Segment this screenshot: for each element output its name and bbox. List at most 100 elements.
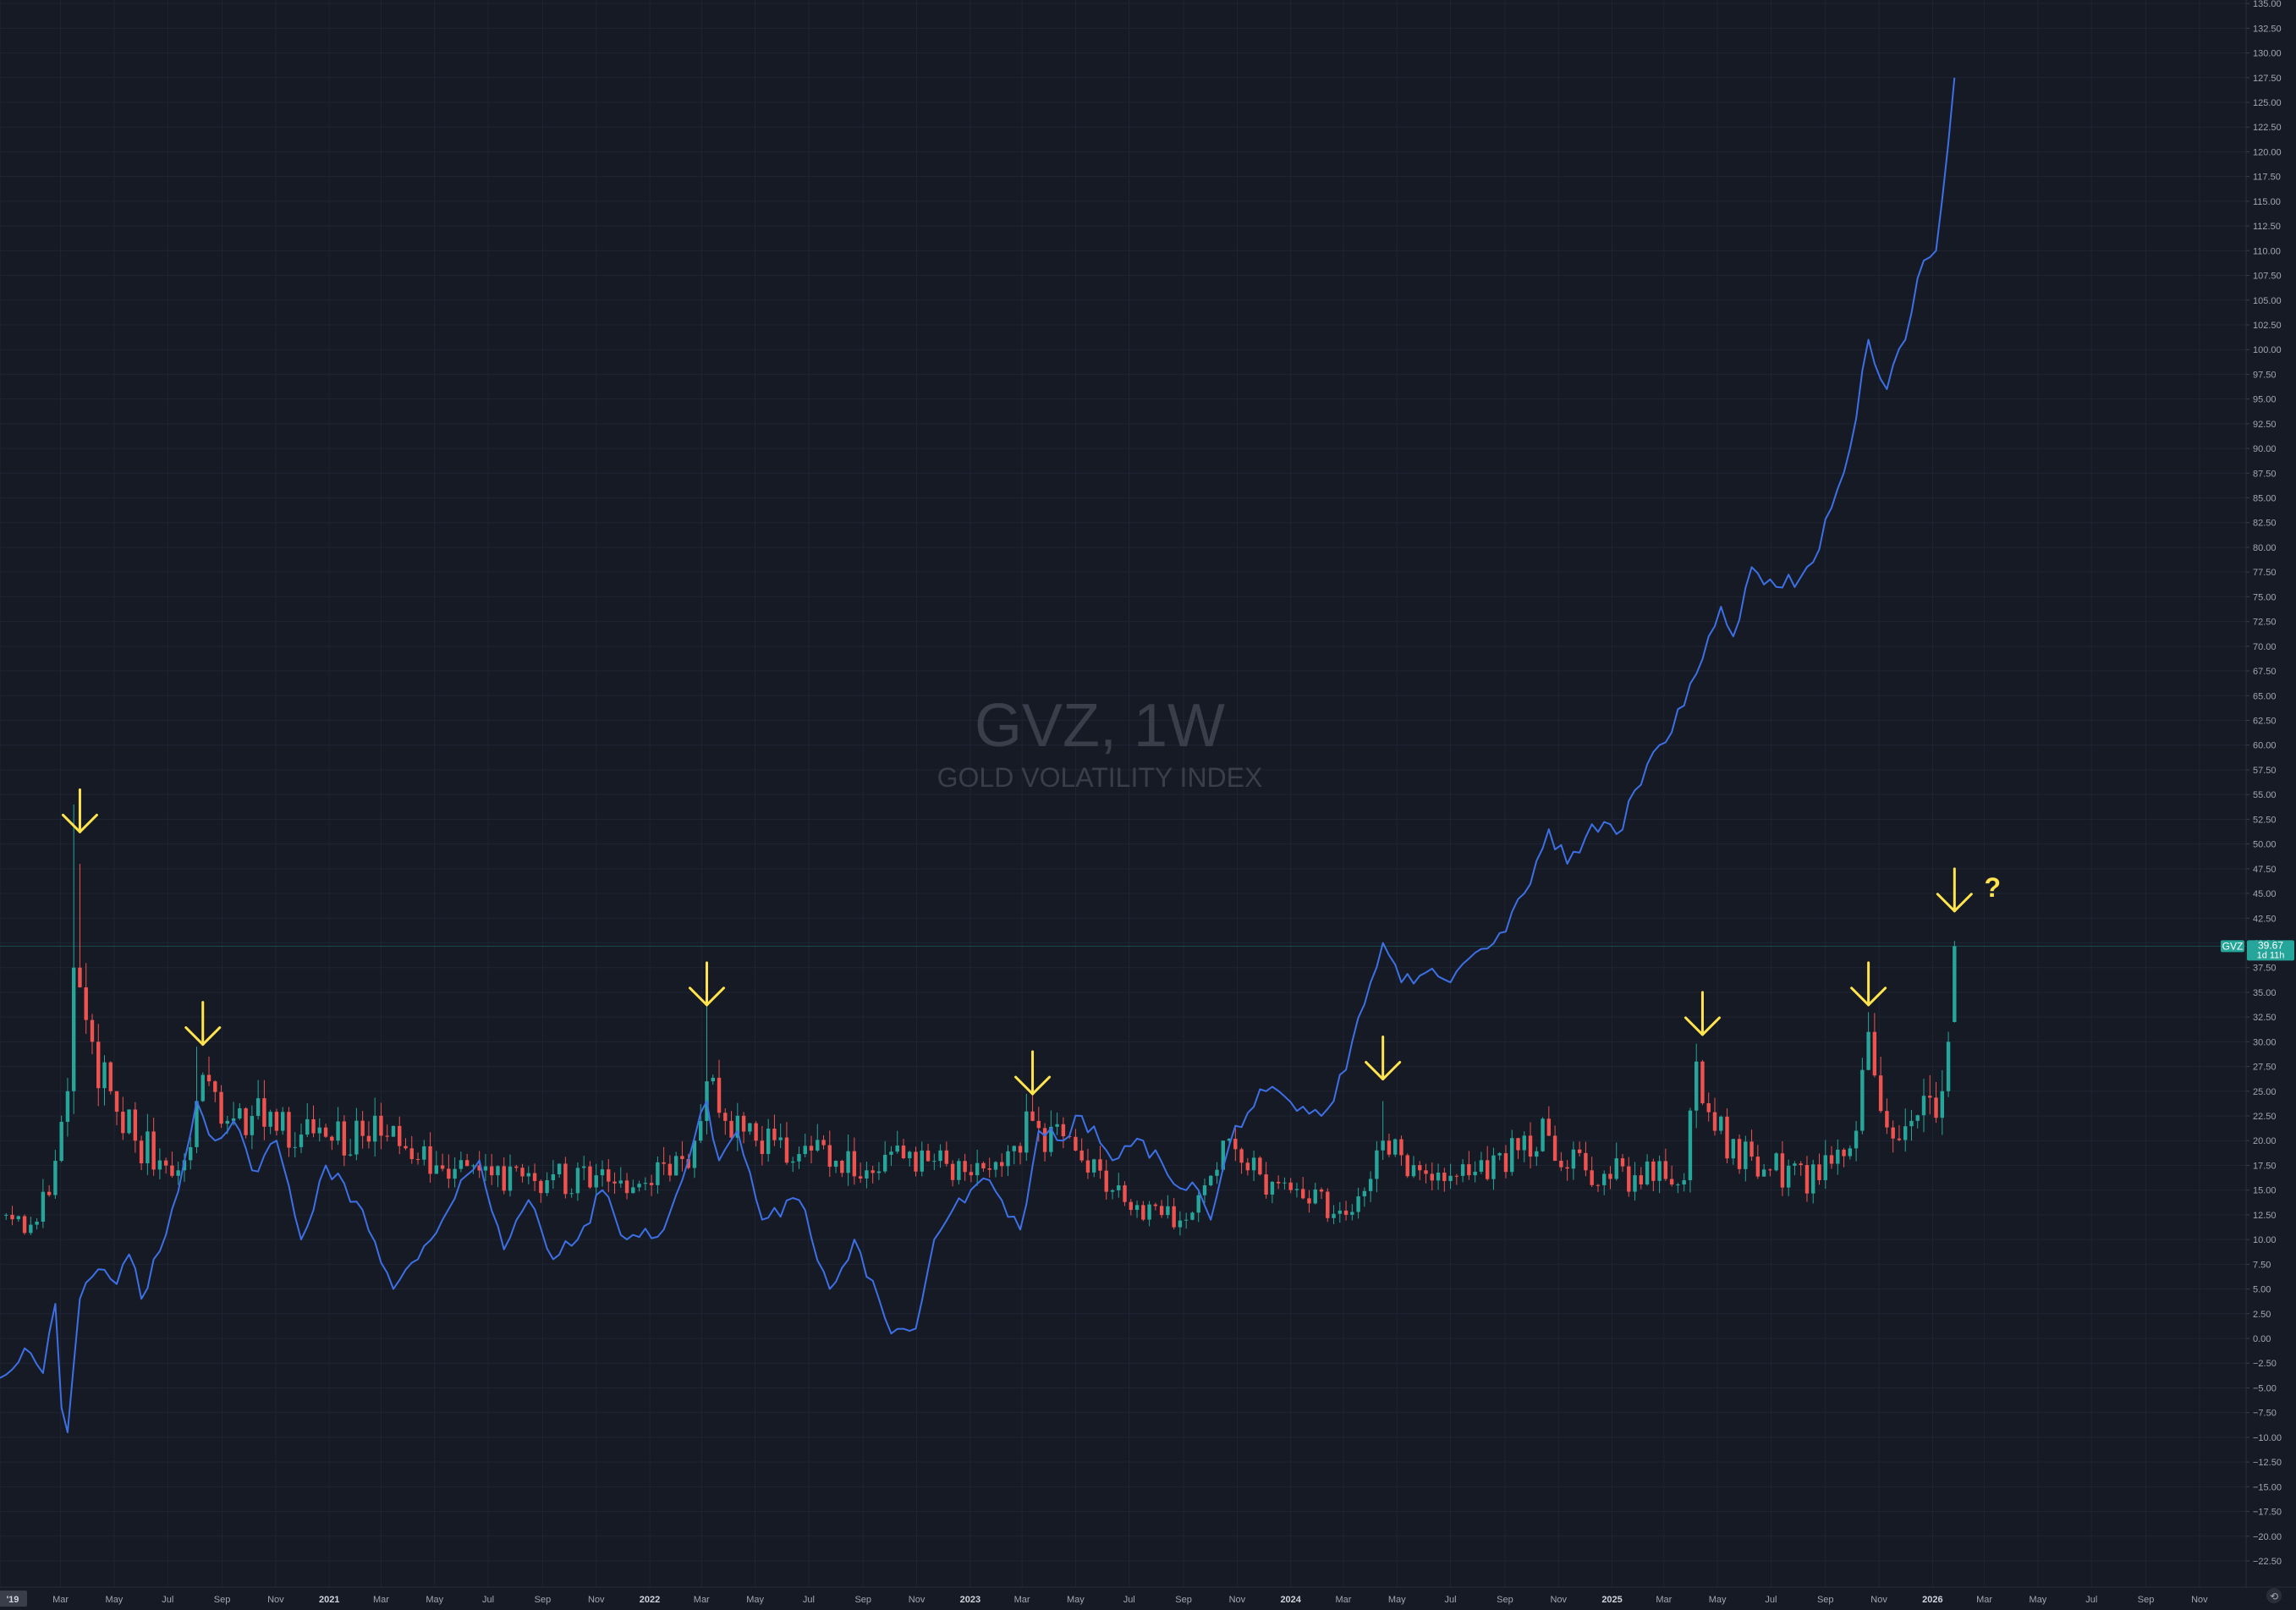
candle-body <box>213 1081 217 1092</box>
candle-body <box>1799 1163 1803 1166</box>
candle <box>618 1167 623 1189</box>
candle <box>323 1124 328 1139</box>
candle <box>16 1215 20 1223</box>
candle-body <box>1258 1157 1262 1175</box>
price-axis[interactable]: 135.00 132.50 130.00 127.50 125.00 122.50 120.… <box>2245 0 2296 1610</box>
candle-body <box>797 1154 801 1162</box>
candle <box>385 1124 389 1142</box>
time-axis[interactable]: '19 Mar May Jul Sep Nov 2021 Mar May Jul Sep Nov 202… <box>0 1586 2296 1610</box>
candle <box>1749 1129 1754 1162</box>
candle <box>1921 1078 1926 1133</box>
candle <box>1479 1151 1484 1174</box>
candle-body <box>354 1120 359 1155</box>
candle <box>502 1157 506 1195</box>
candle <box>146 1113 150 1175</box>
candle-body <box>1510 1138 1514 1173</box>
candle <box>575 1162 580 1201</box>
candle-body <box>581 1166 586 1168</box>
candle-body <box>1688 1110 1693 1180</box>
candle <box>348 1138 353 1157</box>
candle-body <box>1239 1149 1244 1163</box>
x-tick-label: Jul <box>1445 1595 1457 1605</box>
candle-body <box>1645 1161 1650 1185</box>
candle-body <box>366 1135 371 1142</box>
candle <box>29 1217 33 1235</box>
candle <box>170 1151 174 1178</box>
candle <box>330 1135 334 1151</box>
candle <box>1602 1170 1607 1195</box>
candle-body <box>1602 1173 1607 1185</box>
annotation-arrow-down <box>184 1001 222 1047</box>
candle <box>47 1184 52 1197</box>
candle-body <box>673 1156 678 1176</box>
candle <box>1485 1146 1490 1181</box>
y-tick-label: 2.50 <box>2253 1310 2271 1320</box>
candle <box>238 1102 242 1120</box>
candle <box>1049 1110 1053 1157</box>
y-tick-label: 72.50 <box>2253 618 2277 628</box>
candle <box>1663 1148 1668 1181</box>
y-tick-label: 12.50 <box>2253 1211 2277 1221</box>
candle <box>372 1097 377 1157</box>
candle <box>415 1152 420 1165</box>
candle-body <box>809 1146 814 1151</box>
candle-body <box>4 1214 8 1216</box>
candle-body <box>78 967 82 988</box>
y-tick-label: 0.00 <box>2253 1334 2271 1344</box>
candle-body <box>1381 1140 1385 1151</box>
price-tag-countdown: 1d 11h <box>2257 950 2285 960</box>
candle-body <box>594 1175 598 1188</box>
candle <box>1903 1108 1908 1152</box>
candle-body <box>1454 1175 1459 1177</box>
chart-settings-button[interactable]: ⟲ <box>2266 1588 2282 1603</box>
x-tick-label: 2024 <box>1280 1595 1301 1605</box>
arrow-head <box>1684 1016 1721 1036</box>
candle <box>545 1172 549 1196</box>
x-tick-label: Nov <box>267 1595 284 1605</box>
candle <box>342 1115 347 1167</box>
candle-body <box>447 1168 451 1179</box>
symbol-tag <box>2221 940 2244 953</box>
candle-body <box>1479 1160 1484 1172</box>
candle <box>53 1150 58 1199</box>
candle <box>483 1154 488 1181</box>
candle <box>1024 1093 1029 1162</box>
candle <box>1134 1201 1140 1218</box>
arrow-head <box>688 986 725 1007</box>
candle-body <box>827 1145 832 1168</box>
candle-body <box>1030 1111 1035 1121</box>
candle <box>1811 1159 1815 1204</box>
candle <box>1953 941 1957 1023</box>
y-tick-label: −2.50 <box>2253 1359 2277 1369</box>
candle <box>428 1132 432 1183</box>
candle-body <box>833 1161 838 1168</box>
candle <box>213 1080 217 1102</box>
candle-body <box>244 1108 248 1135</box>
candle-body <box>1577 1149 1582 1153</box>
candle <box>840 1159 844 1178</box>
candle <box>889 1146 893 1167</box>
candle <box>809 1135 814 1164</box>
candle <box>1823 1140 1827 1190</box>
candle-body <box>1024 1111 1029 1153</box>
candle-body <box>176 1170 180 1176</box>
candle <box>766 1118 771 1162</box>
candle-body <box>1172 1206 1176 1228</box>
candle-body <box>1682 1179 1686 1185</box>
candle <box>1356 1187 1360 1219</box>
symbol-tag-label: GVZ <box>2222 940 2244 952</box>
candle <box>1535 1146 1539 1166</box>
candle-body <box>1934 1097 1938 1118</box>
candle-body <box>1350 1212 1354 1215</box>
candle <box>1491 1147 1496 1190</box>
candle-body <box>539 1180 543 1194</box>
candle <box>514 1164 519 1172</box>
candle-body <box>1842 1149 1846 1157</box>
candle-body <box>784 1137 789 1163</box>
candle-body <box>963 1161 967 1173</box>
candle-body <box>618 1180 623 1184</box>
candle-body <box>1079 1150 1084 1161</box>
y-tick-label: −17.50 <box>2253 1508 2282 1518</box>
